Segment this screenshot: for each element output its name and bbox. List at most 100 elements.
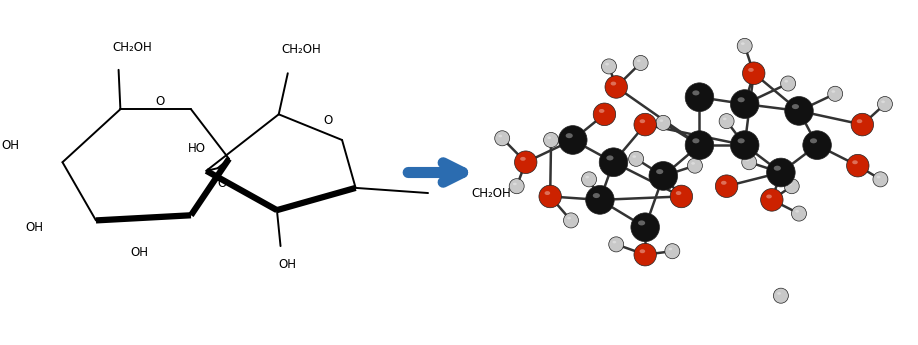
Ellipse shape — [828, 86, 843, 101]
Ellipse shape — [593, 103, 616, 126]
Ellipse shape — [665, 244, 680, 259]
Ellipse shape — [785, 97, 813, 125]
Ellipse shape — [634, 243, 656, 266]
Text: O: O — [324, 114, 333, 127]
Ellipse shape — [564, 213, 578, 228]
Ellipse shape — [873, 172, 888, 187]
Ellipse shape — [741, 42, 744, 45]
Ellipse shape — [767, 195, 772, 198]
Ellipse shape — [737, 97, 744, 102]
Ellipse shape — [586, 176, 589, 178]
Ellipse shape — [780, 76, 796, 91]
Ellipse shape — [670, 185, 692, 208]
Ellipse shape — [605, 63, 609, 66]
Ellipse shape — [721, 181, 727, 185]
Ellipse shape — [656, 169, 664, 174]
Text: O: O — [218, 177, 227, 190]
Ellipse shape — [737, 38, 752, 53]
Ellipse shape — [634, 113, 656, 136]
Ellipse shape — [605, 76, 627, 98]
Ellipse shape — [742, 155, 756, 170]
Ellipse shape — [685, 131, 713, 159]
Ellipse shape — [521, 157, 526, 161]
Ellipse shape — [737, 138, 744, 143]
Ellipse shape — [543, 132, 558, 148]
Ellipse shape — [856, 119, 862, 123]
Text: CH₂OH: CH₂OH — [472, 187, 511, 199]
Text: HO: HO — [188, 142, 207, 155]
Ellipse shape — [688, 158, 702, 173]
Ellipse shape — [599, 109, 604, 113]
Ellipse shape — [810, 138, 817, 143]
Ellipse shape — [731, 131, 759, 159]
Ellipse shape — [722, 118, 727, 120]
Ellipse shape — [640, 249, 645, 253]
Ellipse shape — [558, 126, 588, 154]
Ellipse shape — [877, 176, 880, 178]
Ellipse shape — [784, 179, 800, 194]
Ellipse shape — [513, 183, 517, 185]
Ellipse shape — [601, 59, 617, 74]
Ellipse shape — [778, 292, 781, 295]
Ellipse shape — [498, 135, 502, 137]
Ellipse shape — [638, 220, 645, 226]
Ellipse shape — [599, 148, 628, 177]
Ellipse shape — [610, 81, 616, 86]
Ellipse shape — [567, 217, 571, 219]
Ellipse shape — [832, 90, 835, 93]
Text: OH: OH — [26, 221, 43, 234]
Ellipse shape — [803, 131, 832, 159]
Ellipse shape — [784, 80, 789, 82]
Ellipse shape — [761, 189, 783, 211]
Ellipse shape — [743, 62, 765, 85]
Ellipse shape — [612, 241, 616, 244]
Ellipse shape — [676, 191, 681, 195]
Ellipse shape — [509, 179, 524, 194]
Ellipse shape — [649, 161, 677, 190]
Ellipse shape — [791, 206, 807, 221]
Ellipse shape — [767, 158, 795, 187]
Ellipse shape — [633, 155, 636, 158]
Ellipse shape — [731, 90, 759, 118]
Ellipse shape — [629, 151, 644, 166]
Ellipse shape — [609, 237, 623, 252]
Ellipse shape — [633, 56, 648, 70]
Ellipse shape — [748, 68, 754, 72]
Ellipse shape — [565, 133, 573, 138]
Ellipse shape — [878, 97, 892, 111]
Text: OH: OH — [279, 258, 297, 272]
Text: CH₂OH: CH₂OH — [282, 43, 321, 56]
Text: CH₂OH: CH₂OH — [112, 41, 152, 54]
Ellipse shape — [692, 90, 700, 96]
Ellipse shape — [851, 113, 874, 136]
Ellipse shape — [637, 59, 641, 62]
Ellipse shape — [514, 151, 537, 174]
Ellipse shape — [659, 119, 664, 122]
Ellipse shape — [539, 185, 562, 208]
Ellipse shape — [715, 175, 738, 197]
Ellipse shape — [852, 160, 857, 164]
Ellipse shape — [692, 138, 700, 143]
Ellipse shape — [792, 104, 799, 109]
Text: OH: OH — [130, 246, 148, 259]
Ellipse shape — [547, 136, 551, 139]
Ellipse shape — [691, 162, 695, 165]
Ellipse shape — [495, 131, 509, 146]
Ellipse shape — [745, 159, 749, 161]
Ellipse shape — [640, 119, 645, 123]
Ellipse shape — [631, 213, 659, 242]
Ellipse shape — [719, 114, 734, 129]
Ellipse shape — [544, 191, 550, 195]
Ellipse shape — [586, 186, 614, 214]
Ellipse shape — [685, 83, 713, 111]
Ellipse shape — [788, 183, 791, 185]
Ellipse shape — [593, 193, 600, 198]
Ellipse shape — [774, 166, 781, 171]
Ellipse shape — [607, 155, 613, 160]
Ellipse shape — [846, 154, 869, 177]
Ellipse shape — [795, 210, 799, 213]
Ellipse shape — [582, 172, 597, 187]
Ellipse shape — [773, 288, 789, 303]
Text: O: O — [155, 95, 165, 108]
Ellipse shape — [655, 115, 671, 130]
